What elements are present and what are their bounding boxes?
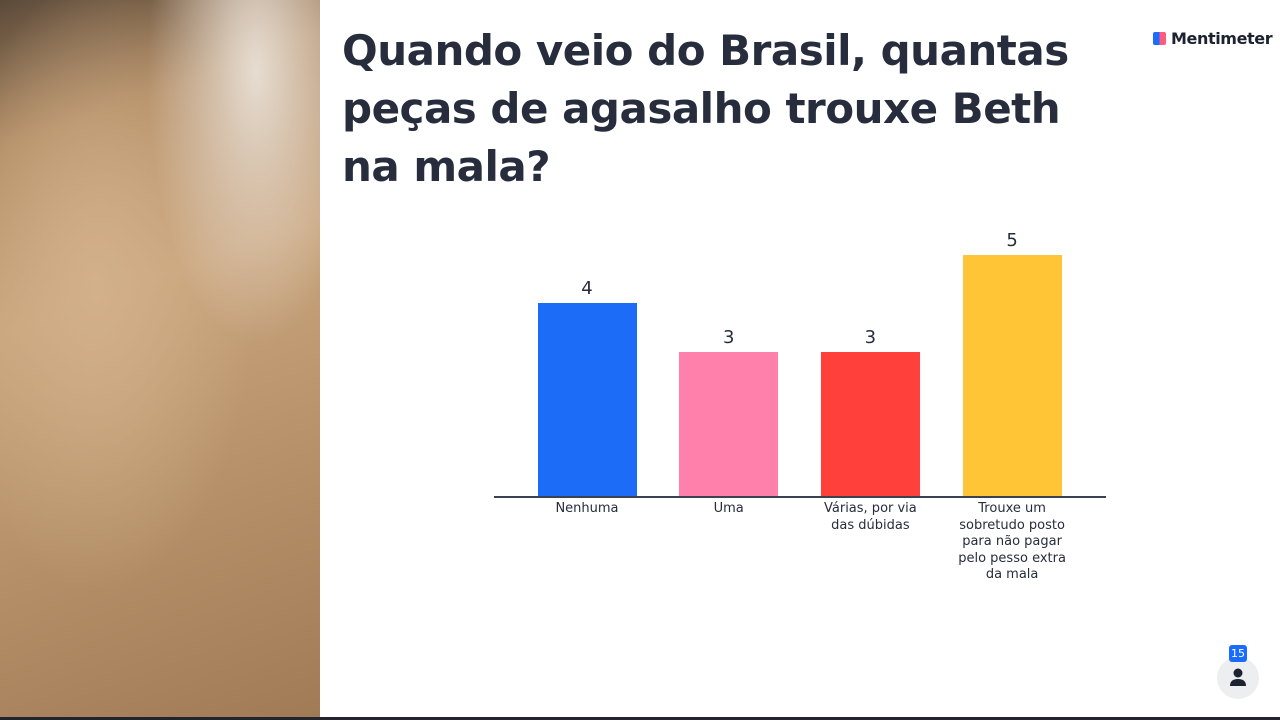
question-title: Quando veio do Brasil, quantas peças de … — [342, 26, 1069, 191]
bar — [962, 255, 1062, 497]
brand: Mentimeter — [1153, 29, 1273, 48]
participant-count: 15 — [1229, 645, 1247, 662]
brand-logo — [1153, 32, 1166, 45]
bottom-bar — [0, 717, 1280, 720]
category-label: Várias, por via das dúbidas — [824, 501, 917, 533]
category-label: Nenhuma — [555, 501, 619, 516]
background-photo — [0, 0, 320, 717]
baseline — [494, 496, 1106, 498]
value-label: 4 — [581, 278, 593, 300]
person-icon — [1230, 668, 1246, 686]
bar — [679, 351, 779, 497]
value-label: 5 — [1006, 230, 1018, 251]
brand-name: Mentimeter — [1171, 29, 1273, 48]
participants-button[interactable] — [1217, 657, 1259, 699]
category-label: Trouxe um sobretudo posto para não pagar… — [958, 501, 1066, 582]
value-label: 3 — [722, 326, 735, 348]
bar — [820, 351, 920, 497]
value-label: 3 — [864, 326, 877, 348]
category-label: Uma — [713, 501, 744, 516]
bar — [537, 303, 637, 497]
